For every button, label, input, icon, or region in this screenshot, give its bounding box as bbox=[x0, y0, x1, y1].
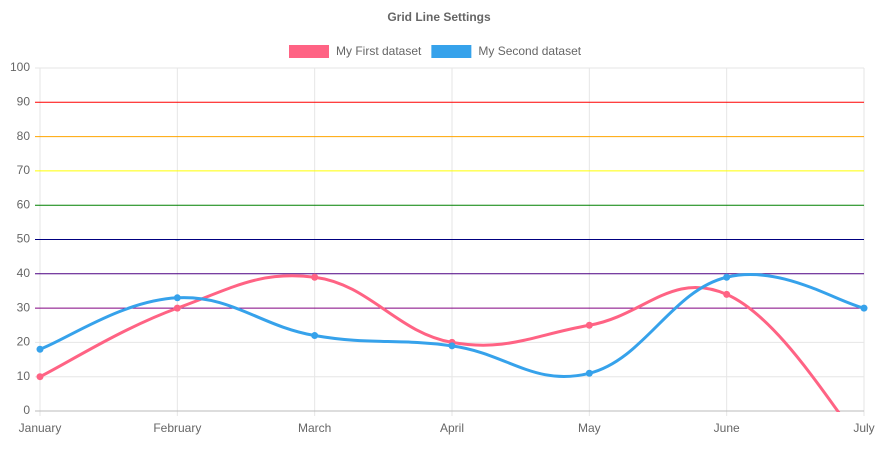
y-tick-label: 90 bbox=[17, 94, 31, 108]
y-tick-label: 0 bbox=[23, 403, 30, 417]
data-point bbox=[448, 342, 456, 350]
y-tick-label: 10 bbox=[17, 369, 31, 383]
x-tick-label: April bbox=[440, 421, 464, 435]
legend-swatch bbox=[431, 45, 472, 58]
data-point bbox=[585, 321, 593, 329]
data-point bbox=[585, 369, 593, 377]
x-tick-label: May bbox=[578, 421, 601, 435]
y-tick-label: 50 bbox=[17, 232, 31, 246]
y-tick-label: 80 bbox=[17, 129, 31, 143]
x-tick-label: January bbox=[19, 421, 62, 435]
data-point bbox=[311, 332, 319, 340]
plot-area bbox=[36, 273, 868, 446]
x-tick-label: June bbox=[714, 421, 740, 435]
data-point bbox=[173, 304, 181, 312]
legend-swatch bbox=[289, 45, 329, 58]
data-point bbox=[311, 273, 319, 281]
data-point bbox=[173, 294, 181, 302]
y-tick-label: 70 bbox=[17, 163, 31, 177]
x-tick-label: March bbox=[298, 421, 331, 435]
legend-label: My Second dataset bbox=[478, 44, 581, 58]
y-tick-label: 60 bbox=[17, 197, 31, 211]
data-point bbox=[36, 373, 44, 381]
chart-title: Grid Line Settings bbox=[387, 10, 491, 24]
data-point bbox=[860, 304, 868, 312]
y-tick-label: 20 bbox=[17, 335, 31, 349]
legend-label: My First dataset bbox=[336, 44, 422, 58]
y-tick-label: 100 bbox=[10, 60, 30, 74]
data-point bbox=[36, 345, 44, 353]
data-point bbox=[723, 273, 731, 281]
x-tick-label: July bbox=[853, 421, 874, 435]
y-tick-label: 40 bbox=[17, 266, 31, 280]
data-point bbox=[723, 290, 731, 298]
data-point bbox=[861, 442, 868, 446]
x-tick-label: February bbox=[153, 421, 201, 435]
y-tick-label: 30 bbox=[17, 300, 31, 314]
